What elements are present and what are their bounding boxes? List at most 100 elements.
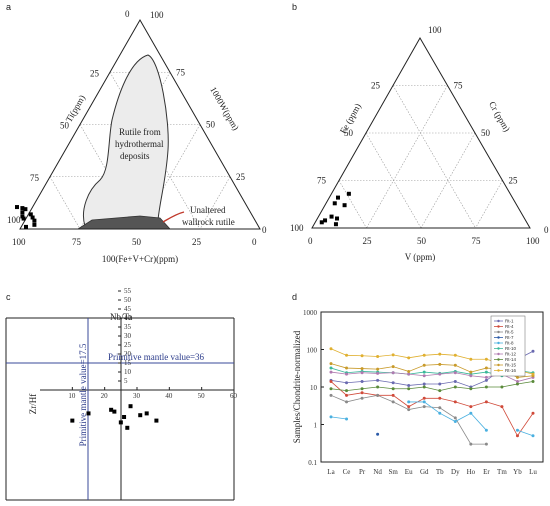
c-y-tick: 25 xyxy=(124,341,132,349)
d-legend-marker xyxy=(497,347,500,350)
c-data-point xyxy=(112,409,117,414)
a-bottom-tick: 50 xyxy=(132,237,142,247)
b-left-tick: 100 xyxy=(290,223,304,233)
c-x-axis-label: Zr/Hf xyxy=(28,394,38,415)
gridline-0-2 xyxy=(199,176,231,230)
c-y-tick: 20 xyxy=(124,350,132,358)
d-legend-entry: Rt-8 xyxy=(505,341,514,346)
c-annotation-horizontal: Primitive mantle value=36 xyxy=(108,352,205,362)
d-x-tick: Ce xyxy=(343,468,351,476)
d-legend-entry: Rt-14 xyxy=(505,357,517,362)
a-data-point xyxy=(30,215,35,220)
a-data-point xyxy=(21,216,26,221)
d-x-tick: Dy xyxy=(451,468,460,476)
a-bottom-tick: 25 xyxy=(192,237,202,247)
vertex-b-top-100: 100 xyxy=(428,25,442,35)
b-left-tick: 50 xyxy=(344,128,354,138)
d-series-line xyxy=(330,416,347,420)
gridline-0-1 xyxy=(338,180,367,229)
d-x-tick: La xyxy=(327,468,335,476)
d-x-tick: Tm xyxy=(497,468,507,476)
wallrock-arrow xyxy=(162,211,185,223)
b-data-point xyxy=(333,222,338,227)
d-legend-marker xyxy=(497,341,500,345)
c-data-point xyxy=(144,411,149,416)
d-legend-marker xyxy=(497,358,500,361)
c-y-tick: 35 xyxy=(124,323,132,331)
a-bottom-tick: 100 xyxy=(12,237,26,247)
c-y-tick: 30 xyxy=(124,332,132,340)
c-x-tick: 60 xyxy=(230,392,238,400)
d-legend-entry: Rt-5 xyxy=(505,330,514,335)
d-legend-entry: Rt-16 xyxy=(505,368,517,373)
d-legend-entry: Rt-12 xyxy=(505,352,517,357)
c-x-tick: 20 xyxy=(101,392,109,400)
d-legend-marker xyxy=(497,369,500,372)
hydrothermal-field-region xyxy=(83,54,169,227)
gridline-2-1 xyxy=(392,85,476,229)
field-label-line3: deposits xyxy=(120,151,150,161)
b-bottom-tick: 100 xyxy=(526,236,540,246)
a-bottom-tick: 0 xyxy=(252,237,257,247)
ternary-b-frame xyxy=(311,36,531,229)
a-data-point xyxy=(32,218,37,223)
b-data-point xyxy=(319,220,324,225)
d-legend-box xyxy=(490,315,526,377)
axis-a-bottom-label: 100(Fe+V+Cr)(ppm) xyxy=(102,254,178,264)
vertex-a-right-0: 0 xyxy=(262,225,267,235)
c-y-tick: 5 xyxy=(124,377,128,385)
b-bottom-tick: 50 xyxy=(417,236,427,246)
ternary-a-ticks: 25 50 75 100 75 50 25 100 75 50 25 0 xyxy=(12,10,257,247)
a-right-tick: 100 xyxy=(150,10,164,20)
gridline-2-2 xyxy=(366,85,448,229)
b-bottom-tick: 0 xyxy=(308,236,313,246)
d-series-point xyxy=(376,432,380,436)
d-y-tick: 1000 xyxy=(303,309,318,317)
a-data-point xyxy=(20,206,25,211)
b-data-point xyxy=(346,191,351,196)
d-legend-entry: Rt-1 xyxy=(505,319,514,324)
vertex-a-left-100: 100 xyxy=(7,215,21,225)
c-data-point xyxy=(70,418,75,423)
d-series-line xyxy=(330,394,487,445)
d-legend-entry: Rt-15 xyxy=(505,363,517,368)
c-data-point xyxy=(118,420,123,425)
a-data-point xyxy=(24,224,28,229)
b-data-point xyxy=(336,195,340,200)
a-data-point xyxy=(15,205,19,210)
b-data-point xyxy=(323,218,328,223)
d-x-tick: Gd xyxy=(420,468,429,476)
field-label-line2: hydrothermal xyxy=(115,139,164,149)
c-annotation-vertical: Primitive mantle value=17.5 xyxy=(78,343,88,446)
b-right-tick: 50 xyxy=(481,128,491,138)
ternary-chart-a: 25 50 75 100 75 50 25 100 75 50 25 0 0 100 0 Ti(ppm… xyxy=(7,9,267,264)
d-x-tick: Eu xyxy=(405,468,413,476)
d-x-tick: Sm xyxy=(388,468,398,476)
a-data-point xyxy=(20,210,25,215)
c-data-point xyxy=(125,425,130,430)
ternary-a-points xyxy=(15,205,37,229)
axis-b-right-label: Cr (ppm) xyxy=(487,100,512,134)
d-x-tick: Pr xyxy=(359,468,366,476)
b-left-tick: 25 xyxy=(371,81,381,91)
c-data-point xyxy=(109,407,114,412)
d-legend: Rt-1Rt-4Rt-5Rt-7Rt-8Rt-10Rt-12Rt-14Rt-15… xyxy=(490,315,526,377)
a-data-point xyxy=(20,214,25,219)
vertex-b-right-0: 0 xyxy=(544,225,549,235)
a-data-point xyxy=(28,212,33,217)
c-x-tick: 30 xyxy=(133,392,141,400)
d-legend-marker xyxy=(497,319,500,323)
c-y-tick: 45 xyxy=(124,305,132,313)
b-data-point xyxy=(329,214,334,219)
c-data-point xyxy=(86,411,91,416)
c-points xyxy=(70,404,159,430)
b-right-tick: 75 xyxy=(454,81,464,91)
b-data-point xyxy=(342,203,347,208)
d-x-tick: Yb xyxy=(513,468,522,476)
ternary-b-ticks: 25 50 75 100 75 50 25 0 25 50 75 100 xyxy=(290,81,540,247)
line-chart-d: 0.1 1 10 100 1000 La Ce Pr Nd Sm Eu Gd Tb Dy Ho Er Tm Yb L… xyxy=(292,309,544,476)
c-data-point xyxy=(138,413,143,418)
